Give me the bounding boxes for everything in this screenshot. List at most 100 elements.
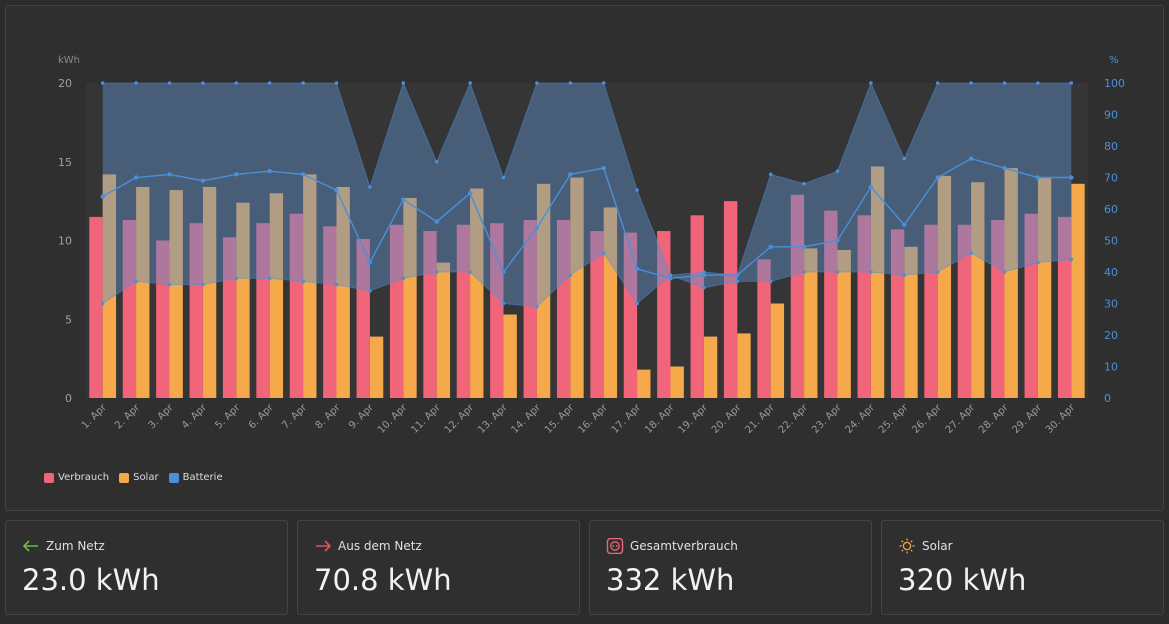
bar-verbrauch (790, 194, 805, 398)
battery-point-avg (534, 225, 540, 231)
battery-point-max (768, 172, 773, 177)
x-tick-label: 2. Apr (113, 402, 143, 432)
card-value: 23.0 kWh (22, 563, 160, 597)
x-tick-label: 6. Apr (247, 402, 277, 432)
bar-verbrauch (1057, 216, 1072, 398)
x-tick-label: 4. Apr (180, 402, 210, 432)
y-tick-right: 40 (1104, 266, 1118, 279)
legend-item-batterie[interactable]: Batterie (168, 472, 223, 483)
y-tick-right: 20 (1104, 329, 1118, 342)
battery-point-max (301, 81, 305, 85)
battery-line-avg (102, 157, 1072, 280)
bar-verbrauch (189, 223, 203, 398)
bar-solar (436, 262, 451, 398)
x-tick-label: 26. Apr (910, 402, 944, 436)
bar-solar (637, 369, 651, 398)
battery-point-min (401, 276, 406, 281)
bar-verbrauch (490, 223, 504, 398)
card-value: 332 kWh (606, 563, 735, 597)
legend-label-solar: Solar (133, 472, 159, 483)
y-tick-right: 30 (1104, 298, 1118, 311)
bar-solar (971, 182, 985, 398)
bar-verbrauch (389, 224, 404, 398)
bar-verbrauch (356, 238, 370, 398)
bar-verbrauch (156, 240, 170, 398)
legend-label-verbrauch: Verbrauch (58, 472, 110, 483)
battery-point-max (535, 81, 539, 85)
battery-point-avg (367, 260, 373, 265)
bar-solar (870, 166, 885, 398)
bar-verbrauch (857, 215, 871, 398)
bar-verbrauch (122, 220, 137, 398)
battery-point-max (434, 159, 439, 164)
bar-verbrauch (824, 210, 838, 398)
battery-point-min (134, 279, 138, 284)
x-tick-label: 23. Apr (810, 402, 844, 436)
battery-point-min (735, 279, 740, 284)
battery-point-avg (768, 244, 773, 249)
legend-item-solar[interactable]: Solar (119, 472, 159, 483)
battery-point-avg (1002, 165, 1007, 171)
bar-verbrauch (289, 213, 304, 398)
battery-point-max (702, 270, 706, 274)
y-tick-left: 15 (58, 156, 72, 169)
chart-panel: kWh% 0 5 10 15 20 0 10 20 30 40 50 60 70 80 90 100 1. Apr… (5, 5, 1164, 511)
x-tick-label: 29. Apr (1011, 402, 1045, 436)
battery-range-area (102, 83, 1072, 307)
y-tick-right: 0 (1104, 392, 1111, 405)
battery-point-avg (601, 165, 606, 171)
battery-point-max (401, 81, 406, 85)
battery-point-max (1002, 81, 1007, 85)
legend-swatch-solar (119, 472, 130, 483)
battery-point-avg (234, 172, 239, 177)
x-tick-label: 7. Apr (280, 402, 310, 432)
battery-point-min (301, 279, 305, 284)
x-tick-label: 24. Apr (844, 402, 878, 436)
battery-point-avg (501, 269, 506, 275)
y-tick-right: 80 (1104, 140, 1118, 153)
y-tick-right: 50 (1104, 235, 1118, 248)
battery-point-min (434, 270, 439, 274)
battery-point-avg (634, 266, 640, 272)
card-aus-dem-netz: Aus dem Netz 70.8 kWh (297, 520, 580, 615)
bar-verbrauch (222, 237, 237, 398)
battery-point-avg (902, 222, 907, 227)
bar-verbrauch (590, 231, 604, 398)
bar-solar (269, 193, 284, 398)
legend-item-verbrauch[interactable]: Verbrauch (44, 472, 109, 483)
battery-point-avg (200, 178, 206, 183)
bar-verbrauch (957, 224, 972, 398)
x-tick-label: 9. Apr (347, 402, 377, 432)
battery-point-max (935, 81, 940, 85)
bar-solar (737, 333, 751, 398)
chart-legend: Verbrauch Solar Batterie (44, 472, 223, 483)
battery-point-min (234, 276, 239, 281)
battery-point-min (334, 282, 339, 287)
battery-point-max (1036, 81, 1040, 85)
battery-point-max (969, 81, 973, 85)
bar-verbrauch (723, 201, 738, 398)
x-tick-label: 16. Apr (576, 402, 610, 436)
bar-solar (703, 336, 718, 398)
battery-line-max (102, 81, 1072, 276)
card-value: 320 kWh (898, 563, 1027, 597)
battery-point-min (167, 282, 172, 287)
x-tick-label: 1. Apr (80, 402, 110, 432)
bar-solar (303, 174, 317, 398)
bar-solar (1071, 183, 1085, 398)
battery-point-avg (668, 276, 673, 281)
sun-icon (899, 538, 915, 554)
y-tick-left: 5 (65, 313, 72, 326)
bar-verbrauch (657, 231, 671, 398)
battery-point-avg (701, 272, 707, 278)
battery-point-min (802, 270, 806, 274)
bar-verbrauch (1024, 213, 1038, 398)
battery-point-avg (100, 194, 105, 199)
battery-point-avg (401, 197, 406, 202)
battery-point-max (334, 81, 339, 85)
battery-point-min (535, 304, 539, 309)
bar-verbrauch (256, 223, 270, 398)
card-solar: Solar 320 kWh (881, 520, 1164, 615)
y-tick-right: 70 (1104, 172, 1118, 185)
y-tick-right: 100 (1104, 77, 1125, 90)
